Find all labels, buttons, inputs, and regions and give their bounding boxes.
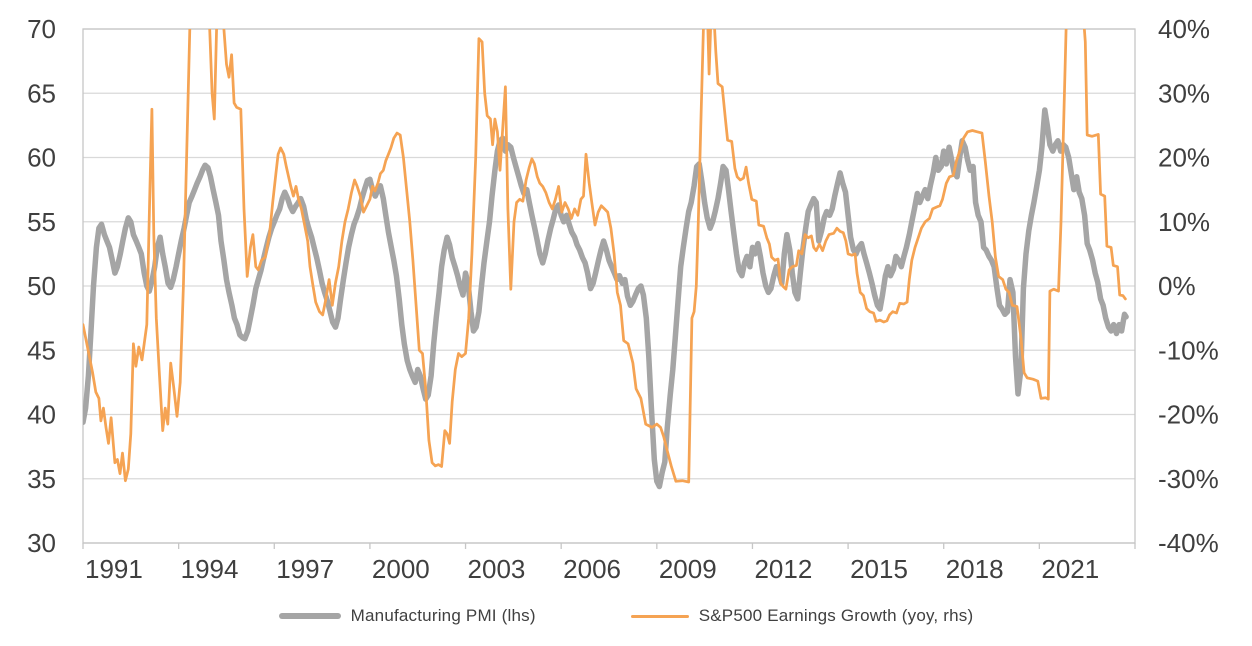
legend-label-pmi: Manufacturing PMI (lhs)	[350, 606, 536, 625]
x-axis-tick-label: 2021	[1041, 554, 1099, 584]
right-axis-tick-label: -10%	[1158, 335, 1219, 365]
legend-item-eps-growth: S&P500 Earnings Growth (yoy, rhs)	[630, 606, 974, 626]
x-axis-tick-label: 1991	[85, 554, 143, 584]
legend-item-pmi: Manufacturing PMI (lhs)	[278, 606, 536, 626]
pmi-line-swatch-icon	[278, 613, 341, 619]
left-axis-tick-label: 30	[27, 528, 56, 558]
x-axis-tick-label: 2015	[850, 554, 908, 584]
right-axis-tick-label: 30%	[1158, 78, 1210, 108]
left-axis-tick-label: 60	[27, 143, 56, 173]
x-axis-tick-label: 2009	[659, 554, 717, 584]
right-axis-tick-label: -30%	[1158, 464, 1219, 494]
eps-growth-line-series	[83, 29, 1127, 484]
pmi-line-series	[83, 107, 1129, 490]
right-axis-tick-label: -40%	[1158, 528, 1219, 558]
left-axis-tick-label: 45	[27, 335, 56, 365]
right-axis-tick-label: 20%	[1158, 143, 1210, 173]
eps-line-swatch-icon	[630, 614, 689, 618]
left-axis-tick-label: 70	[27, 14, 56, 44]
x-axis-tick-label: 2000	[372, 554, 430, 584]
x-axis-tick-label: 1994	[181, 554, 239, 584]
x-axis-tick-label: 2006	[563, 554, 621, 584]
x-axis-tick-label: 2012	[754, 554, 812, 584]
x-axis-tick-label: 1997	[276, 554, 334, 584]
plot-border	[82, 28, 1136, 544]
right-axis-tick-label: -20%	[1158, 400, 1219, 430]
left-axis-tick-label: 35	[27, 464, 56, 494]
chart-legend: Manufacturing PMI (lhs) S&P500 Earnings …	[0, 606, 1252, 626]
left-axis-tick-label: 40	[27, 400, 56, 430]
x-axis-tick-label: 2003	[468, 554, 526, 584]
right-axis-tick-label: 0%	[1158, 271, 1196, 301]
right-axis-tick-label: 40%	[1158, 14, 1210, 44]
left-axis-tick-label: 65	[27, 78, 56, 108]
left-axis-tick-label: 50	[27, 271, 56, 301]
left-axis-tick-label: 55	[27, 207, 56, 237]
legend-label-eps-growth: S&P500 Earnings Growth (yoy, rhs)	[698, 606, 974, 625]
x-axis-tick-label: 2018	[946, 554, 1004, 584]
right-axis-tick-label: 10%	[1158, 207, 1210, 237]
